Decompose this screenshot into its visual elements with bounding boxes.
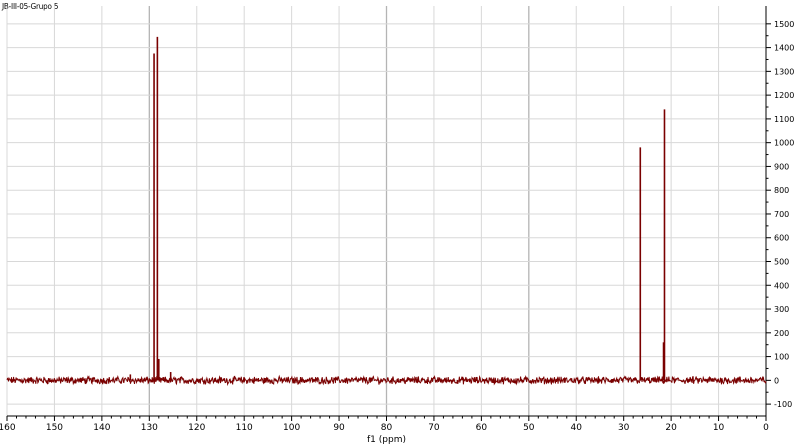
x-tick-label: 10 <box>713 423 725 433</box>
y-tick-label: 200 <box>774 329 789 338</box>
x-tick-label: 110 <box>236 423 253 433</box>
x-tick-label: 90 <box>333 423 345 433</box>
x-tick-label: 0 <box>763 423 769 433</box>
spectrum-series <box>6 36 767 387</box>
x-tick-label: 40 <box>571 423 583 433</box>
y-tick-label: 700 <box>774 210 789 219</box>
y-tick-label: 1100 <box>774 115 794 124</box>
x-tick-label: 140 <box>93 423 110 433</box>
x-tick-label: 20 <box>665 423 677 433</box>
x-tick-label: 160 <box>0 423 16 433</box>
x-tick-label: 60 <box>476 423 488 433</box>
y-axis-ticks: -100 0 100 200 300 400 500 600 700 800 900 1000 1100… <box>766 20 794 409</box>
y-tick-label: 1000 <box>774 139 794 148</box>
sample-title: JB-III-05-Grupo 5 <box>2 2 59 11</box>
x-tick-label: 120 <box>188 423 205 433</box>
y-tick-label: 100 <box>774 353 789 362</box>
x-tick-label: 70 <box>428 423 440 433</box>
y-tick-label: 1500 <box>774 20 794 29</box>
spectrum-baseline <box>6 374 767 387</box>
y-tick-label: 600 <box>774 234 789 243</box>
y-tick-label: -100 <box>774 400 792 409</box>
x-tick-label: 80 <box>381 423 393 433</box>
y-tick-label: 400 <box>774 281 789 290</box>
y-tick-label: 1200 <box>774 91 794 100</box>
x-tick-label: 30 <box>618 423 630 433</box>
x-tick-label: 150 <box>46 423 63 433</box>
y-tick-label: 500 <box>774 258 789 267</box>
x-tick-label: 100 <box>283 423 300 433</box>
y-tick-label: 1400 <box>774 44 794 53</box>
x-axis-ticks: 160 150 140 130 120 110 100 90 80 70 60 50 40 30 20 10 0 <box>0 416 769 433</box>
x-tick-label: 130 <box>141 423 158 433</box>
y-tick-label: 1300 <box>774 67 794 76</box>
x-axis-label: f1 (ppm) <box>367 435 406 445</box>
y-tick-label: 300 <box>774 305 789 314</box>
x-tick-label: 50 <box>523 423 535 433</box>
y-tick-label: 0 <box>774 376 779 385</box>
grid-lines <box>6 6 767 416</box>
y-tick-label: 900 <box>774 162 789 171</box>
y-tick-label: 800 <box>774 186 789 195</box>
